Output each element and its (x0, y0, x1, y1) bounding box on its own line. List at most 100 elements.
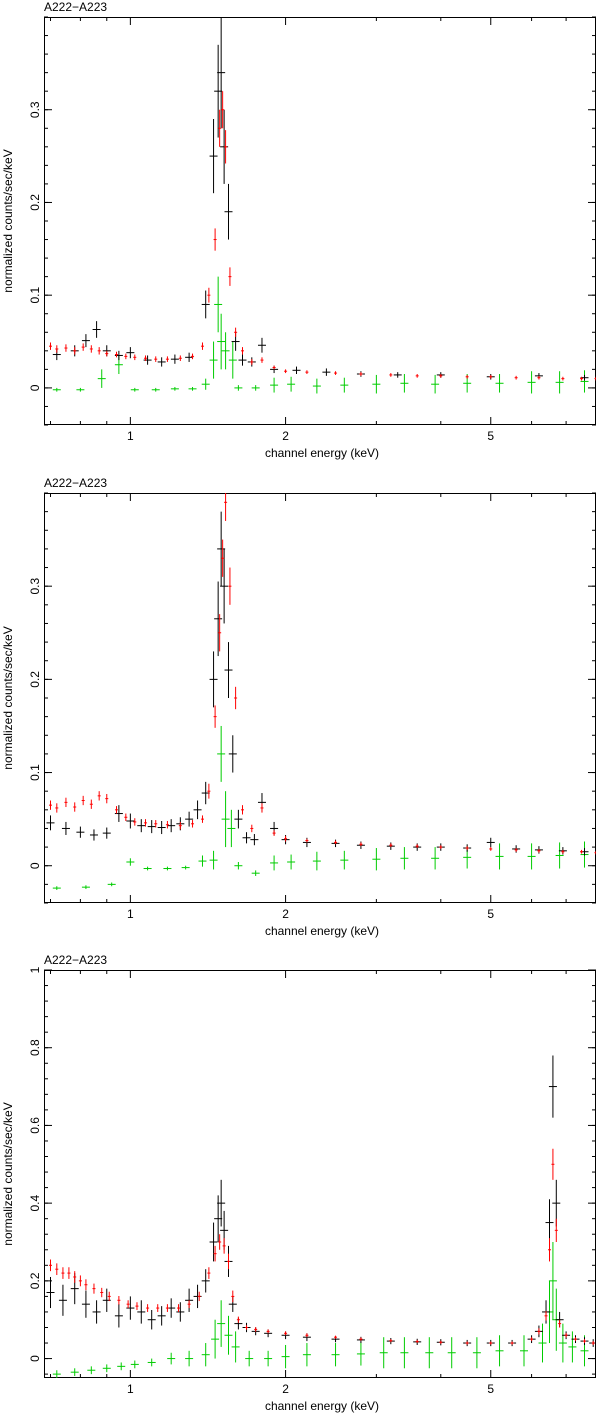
data-point (561, 849, 565, 854)
data-point (221, 91, 225, 129)
data-point (238, 354, 247, 366)
data-point (178, 355, 182, 362)
y-axis-label: normalized counts/sec/keV (1, 626, 15, 769)
data-point (447, 1337, 456, 1369)
data-point (92, 1300, 101, 1324)
data-point (389, 843, 393, 848)
data-point (224, 493, 228, 521)
data-point (594, 376, 596, 381)
data-point (170, 354, 179, 364)
data-point (400, 374, 409, 393)
data-point (228, 735, 237, 773)
data-point (177, 1304, 181, 1312)
series-1 (46, 511, 589, 856)
data-point (124, 813, 128, 821)
data-point (133, 354, 137, 361)
data-point (250, 824, 254, 833)
data-point (207, 1267, 211, 1279)
data-point (188, 386, 197, 391)
data-point (312, 378, 321, 394)
data-point (46, 1276, 55, 1309)
data-point (495, 1335, 504, 1367)
data-point (185, 1288, 194, 1312)
data-layer (46, 1055, 596, 1378)
data-point (389, 1339, 393, 1343)
data-point (84, 1279, 88, 1291)
y-tick-label: 0.3 (28, 101, 42, 118)
data-point (124, 353, 128, 360)
data-point (400, 847, 409, 870)
data-point (234, 385, 243, 391)
data-point (270, 855, 279, 871)
y-axis-label: normalized counts/sec/keV (1, 1102, 15, 1245)
x-tick-label: 2 (282, 907, 289, 921)
data-point (284, 1331, 288, 1336)
data-point (415, 1339, 419, 1344)
data-point (214, 276, 223, 333)
data-point (228, 567, 232, 605)
data-point (334, 371, 338, 375)
series-3 (52, 725, 589, 890)
data-point (228, 341, 237, 379)
data-point (201, 1343, 210, 1367)
data-point (221, 539, 225, 577)
data-point (178, 821, 182, 830)
data-point (117, 1296, 121, 1305)
data-point (558, 1323, 567, 1363)
data-point (240, 347, 244, 355)
data-point (126, 1300, 130, 1309)
data-point (465, 1341, 469, 1345)
data-point (73, 347, 77, 355)
data-point (489, 847, 493, 851)
data-point (305, 370, 309, 374)
x-tick-label: 1 (127, 907, 134, 921)
series-2 (48, 1148, 595, 1345)
series-1 (46, 1055, 596, 1347)
data-point (393, 372, 402, 378)
data-point (200, 342, 204, 350)
data-point (213, 228, 217, 251)
plot-frame (44, 970, 596, 1378)
data-point (70, 1368, 79, 1377)
data-point (64, 797, 68, 808)
data-point (48, 800, 52, 810)
data-point (73, 802, 77, 812)
y-tick-label: 0 (28, 384, 42, 391)
data-point (61, 1267, 65, 1279)
data-point (312, 851, 321, 871)
data-point (217, 725, 226, 782)
data-point (224, 130, 228, 164)
data-point (359, 372, 363, 376)
data-point (538, 1323, 547, 1363)
data-point (89, 829, 98, 841)
data-point (154, 820, 158, 828)
data-point (52, 387, 61, 392)
data-point (214, 581, 223, 657)
data-point (356, 1342, 365, 1366)
data-point (287, 854, 296, 870)
data-point (245, 1350, 254, 1367)
plot-frame (44, 17, 596, 425)
data-point (439, 1340, 443, 1344)
data-point (234, 327, 238, 337)
data-point (287, 376, 296, 392)
data-point (292, 366, 301, 374)
x-axis-label: channel energy (keV) (265, 1399, 379, 1413)
data-point (548, 1055, 557, 1118)
data-point (218, 614, 222, 652)
data-point (73, 1271, 77, 1283)
data-point (555, 371, 564, 394)
data-point (213, 1245, 217, 1262)
data-point (489, 374, 493, 379)
data-point (209, 119, 218, 194)
data-layer (48, 17, 596, 394)
data-point (231, 1290, 235, 1303)
data-point (187, 1300, 191, 1309)
data-point (222, 1238, 226, 1254)
data-point (334, 840, 338, 845)
data-point (372, 848, 381, 871)
data-point (92, 321, 101, 338)
data-point (231, 1331, 240, 1363)
data-point (133, 818, 137, 826)
